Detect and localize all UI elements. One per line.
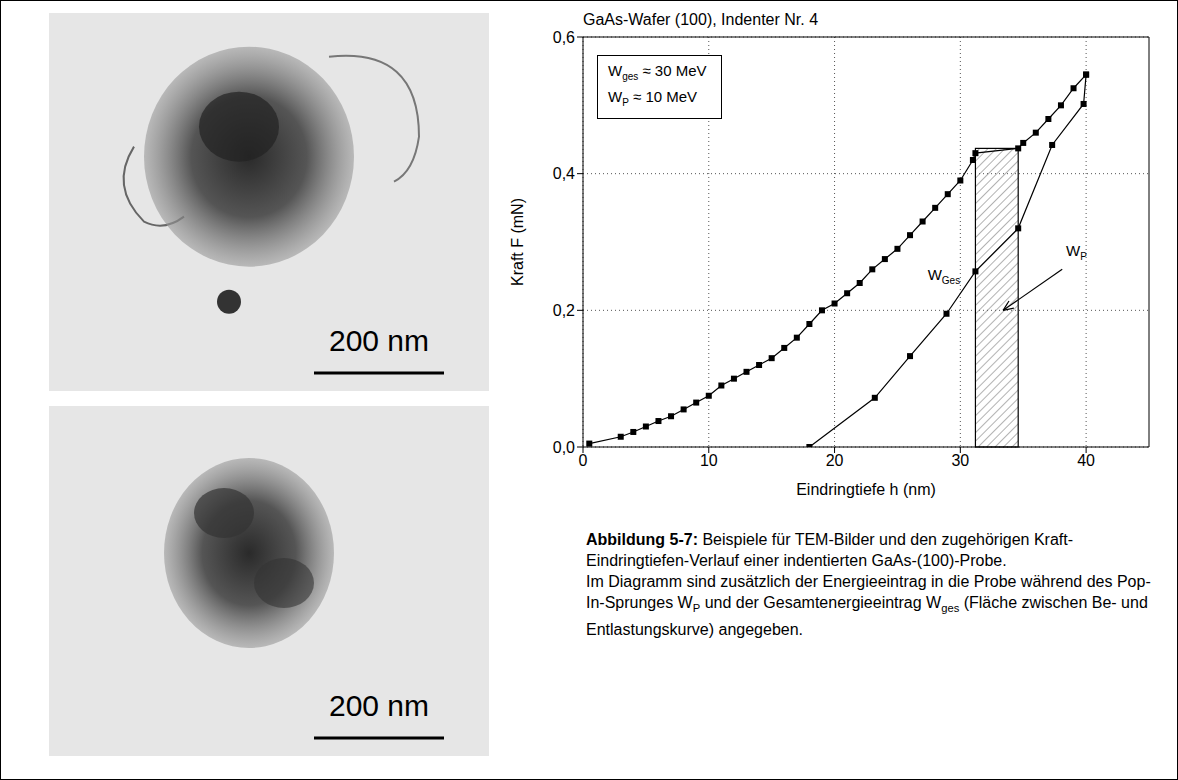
html-text:GaAs-Wafer (100), Indenter Nr.: GaAs-Wafer (100), Indenter Nr. 4: [583, 11, 819, 28]
svg-text:0,4: 0,4: [553, 165, 575, 182]
svg-text:0,0: 0,0: [553, 439, 575, 456]
html-text:Wges≈ 30 MeV: Wges≈ 30 MeV: [608, 62, 707, 82]
svg-text:200 nm: 200 nm: [329, 324, 429, 357]
svg-text:40: 40: [1077, 452, 1095, 469]
html-text:WP≈ 10 MeV: WP≈ 10 MeV: [608, 88, 698, 108]
svg-text:30: 30: [951, 452, 969, 469]
html-text:Im Diagramm sind zusätzlich de: Im Diagramm sind zusätzlich der Energiee…: [586, 573, 1151, 639]
svg-text:20: 20: [826, 452, 844, 469]
svg-text:0,6: 0,6: [553, 29, 575, 46]
svg-text:WP: WP: [1066, 242, 1087, 262]
svg-text:Kraft F (mN): Kraft F (mN): [509, 198, 526, 286]
svg-text:WGes: WGes: [928, 266, 961, 286]
svg-text:0: 0: [579, 452, 588, 469]
html-text:Abbildung 5-7: Beispiele für T: Abbildung 5-7: Beispiele für TEM-Bilder …: [586, 531, 1073, 569]
svg-text:0,2: 0,2: [553, 302, 575, 319]
svg-text:200 nm: 200 nm: [329, 689, 429, 722]
svg-text:Eindringtiefe h (nm): Eindringtiefe h (nm): [796, 481, 936, 498]
svg-text:10: 10: [700, 452, 718, 469]
